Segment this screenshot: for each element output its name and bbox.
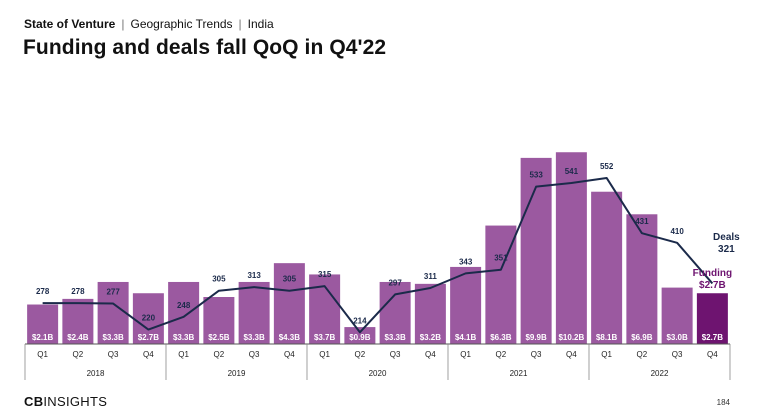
funding-bar-label: $2.4B: [67, 333, 89, 342]
funding-bar: [238, 281, 270, 344]
x-tick-label: Q3: [108, 350, 119, 359]
logo-bold-text: CB: [24, 394, 44, 409]
funding-bar: [661, 287, 693, 344]
deals-data-label: 343: [459, 257, 473, 266]
funding-bar: [27, 304, 59, 344]
deals-data-label: 541: [565, 167, 579, 176]
logo-light-text: INSIGHTS: [43, 394, 108, 409]
x-tick-label: Q3: [672, 350, 683, 359]
funding-callout-label: Funding: [693, 268, 732, 279]
x-tick-label: Q4: [707, 350, 718, 359]
funding-bar-label: $3.3B: [384, 333, 406, 342]
deals-callout-label: Deals: [713, 232, 740, 243]
deals-data-label: 315: [318, 270, 332, 279]
breadcrumb-separator: |: [238, 17, 242, 31]
x-tick-label: Q3: [531, 350, 542, 359]
breadcrumb-separator: |: [121, 17, 125, 31]
x-tick-label: Q4: [284, 350, 295, 359]
deals-line: [42, 176, 714, 334]
funding-bar-label: $10.2B: [558, 333, 584, 342]
x-tick-label: Q2: [496, 350, 507, 359]
funding-bar-label: $3.0B: [666, 333, 688, 342]
x-tick-label: Q3: [390, 350, 401, 359]
funding-bar-label: $3.3B: [243, 333, 265, 342]
cb-insights-logo: CBINSIGHTS: [24, 394, 107, 409]
funding-bar: [450, 266, 482, 344]
funding-bar: [203, 297, 235, 344]
x-tick-label: Q2: [355, 350, 366, 359]
year-label: 2018: [87, 369, 105, 378]
deals-data-label: 552: [600, 162, 614, 171]
funding-bar: [97, 281, 129, 344]
x-tick-label: Q1: [37, 350, 48, 359]
deals-data-label: 248: [177, 301, 191, 310]
breadcrumb-section: State of Venture: [24, 17, 116, 31]
deals-data-label: 277: [106, 288, 120, 297]
funding-bar-label: $6.3B: [490, 333, 512, 342]
funding-bar-label: $4.1B: [455, 333, 477, 342]
deals-data-label: 220: [142, 314, 156, 323]
funding-bar-label: $0.9B: [349, 333, 371, 342]
deals-data-label: 431: [635, 217, 649, 226]
breadcrumb: State of Venture | Geographic Trends | India: [24, 17, 274, 31]
deals-data-label: 214: [353, 316, 367, 325]
year-label: 2020: [369, 369, 387, 378]
deals-data-label: 305: [212, 275, 226, 284]
deals-data-label: 533: [529, 171, 543, 180]
year-label: 2021: [510, 369, 528, 378]
funding-bar-label: $8.1B: [596, 333, 618, 342]
breadcrumb-topic: Geographic Trends: [130, 17, 233, 31]
x-tick-label: Q4: [143, 350, 154, 359]
funding-bar: [591, 191, 623, 344]
x-tick-label: Q4: [425, 350, 436, 359]
funding-bar: [273, 263, 305, 344]
funding-callout-value: $2.7B: [699, 280, 726, 291]
x-tick-label: Q1: [178, 350, 189, 359]
year-label: 2019: [228, 369, 246, 378]
funding-bar: [696, 293, 728, 344]
x-tick-label: Q3: [249, 350, 260, 359]
deals-data-label: 313: [247, 271, 261, 280]
funding-bar-label: $3.2B: [420, 333, 442, 342]
x-tick-label: Q1: [319, 350, 330, 359]
breadcrumb-country: India: [247, 17, 274, 31]
funding-bar-label: $2.5B: [208, 333, 230, 342]
deals-callout-value: 321: [718, 244, 735, 255]
deals-data-label: 278: [71, 287, 85, 296]
funding-bar: [168, 281, 200, 344]
x-tick-label: Q1: [601, 350, 612, 359]
funding-bar: [414, 283, 446, 344]
x-tick-label: Q1: [460, 350, 471, 359]
funding-bar-label: $4.3B: [279, 333, 301, 342]
funding-bar-label: $3.7B: [314, 333, 336, 342]
funding-bar-label: $6.9B: [631, 333, 653, 342]
deals-data-label: 351: [494, 254, 508, 263]
deals-data-label: 410: [670, 227, 684, 236]
x-tick-label: Q2: [214, 350, 225, 359]
funding-bar-label: $2.1B: [32, 333, 54, 342]
funding-bar: [62, 298, 94, 344]
funding-bar-label: $2.7B: [138, 333, 160, 342]
funding-bar-label: $9.9B: [525, 333, 547, 342]
deals-data-label: 305: [283, 275, 297, 284]
x-tick-label: Q2: [637, 350, 648, 359]
funding-bar-label: $2.7B: [702, 333, 724, 342]
funding-bar: [132, 293, 164, 344]
funding-bar-label: $3.3B: [173, 333, 195, 342]
year-label: 2022: [651, 369, 669, 378]
deals-data-label: 278: [36, 287, 50, 296]
deals-data-label: 297: [388, 278, 402, 287]
x-tick-label: Q4: [566, 350, 577, 359]
funding-bar-label: $3.3B: [102, 333, 124, 342]
page-number: 184: [716, 398, 730, 407]
page-title: Funding and deals fall QoQ in Q4'22: [23, 36, 387, 59]
x-tick-label: Q2: [73, 350, 84, 359]
deals-data-label: 311: [424, 272, 437, 281]
funding-bar: [344, 327, 376, 344]
